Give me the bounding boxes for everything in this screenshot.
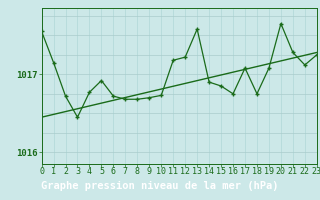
Text: Graphe pression niveau de la mer (hPa): Graphe pression niveau de la mer (hPa) xyxy=(41,181,279,191)
